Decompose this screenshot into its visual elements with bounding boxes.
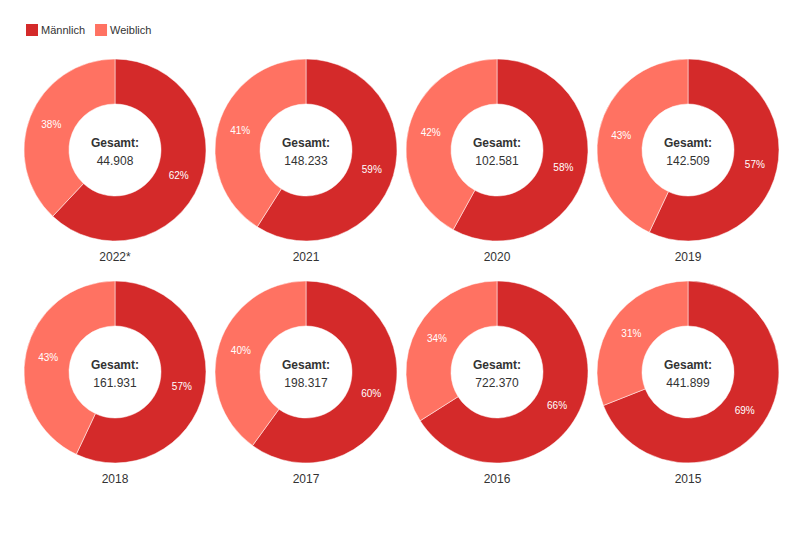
chart-title: 2022* xyxy=(99,250,131,264)
data-label: 43% xyxy=(611,130,631,141)
data-label: 60% xyxy=(361,388,381,399)
data-label: 31% xyxy=(621,328,641,339)
data-label: 42% xyxy=(421,127,441,138)
total-value: 102.581 xyxy=(475,154,519,168)
total-value: 198.317 xyxy=(284,376,328,390)
legend-label: Weiblich xyxy=(110,24,151,36)
legend-swatch xyxy=(26,24,38,36)
donut-slice: Weiblich xyxy=(406,281,497,421)
total-value: 441.899 xyxy=(666,376,710,390)
data-label: 66% xyxy=(547,400,567,411)
total-title: Gesamt: xyxy=(473,136,521,150)
total-title: Gesamt: xyxy=(282,136,330,150)
total-value: 44.908 xyxy=(97,154,134,168)
chart-title: 2018 xyxy=(102,472,129,486)
donut-chart: MännlichWeiblich62%38%Gesamt:44.9082022* xyxy=(24,59,206,264)
chart-canvas: Männlich Weiblich 62% 38% Gesamt: 44.908 2022*… xyxy=(0,0,800,534)
donut-chart: MännlichWeiblich69%31%Gesamt:441.8992015 xyxy=(597,281,779,486)
data-label: 41% xyxy=(230,125,250,136)
chart-title: 2015 xyxy=(675,472,702,486)
data-label: 59% xyxy=(362,164,382,175)
data-label: 40% xyxy=(231,345,251,356)
total-title: Gesamt: xyxy=(473,358,521,372)
total-value: 722.370 xyxy=(475,376,519,390)
chart-title: 2016 xyxy=(484,472,511,486)
legend-swatch xyxy=(95,24,107,36)
total-title: Gesamt: xyxy=(664,136,712,150)
chart-title: 2019 xyxy=(675,250,702,264)
data-label: 69% xyxy=(735,405,755,416)
total-title: Gesamt: xyxy=(91,358,139,372)
donut-chart: MännlichWeiblich57%43%Gesamt:142.5092019 xyxy=(597,59,779,264)
total-title: Gesamt: xyxy=(282,358,330,372)
legend: Männlich Weiblich xyxy=(26,24,151,36)
data-label: 57% xyxy=(745,159,765,170)
chart-title: 2017 xyxy=(293,472,320,486)
donut-chart: MännlichWeiblich57%43%Gesamt:161.9312018 xyxy=(24,281,206,486)
chart-title: 2020 xyxy=(484,250,511,264)
donut-chart: MännlichWeiblich59%41%Gesamt:148.2332021 xyxy=(215,59,397,264)
total-value: 142.509 xyxy=(666,154,710,168)
donut-chart: MännlichWeiblich60%40%Gesamt:198.3172017 xyxy=(215,281,397,486)
data-label: 34% xyxy=(427,333,447,344)
data-label: 43% xyxy=(38,352,58,363)
chart-title: 2021 xyxy=(293,250,320,264)
donut-chart: MännlichWeiblich58%42%Gesamt:102.5812020 xyxy=(406,59,588,264)
donut-chart: MännlichWeiblich66%34%Gesamt:722.3702016 xyxy=(406,281,588,486)
total-value: 161.931 xyxy=(93,376,137,390)
total-title: Gesamt: xyxy=(91,136,139,150)
total-value: 148.233 xyxy=(284,154,328,168)
data-label: 62% xyxy=(169,170,189,181)
data-label: 58% xyxy=(553,162,573,173)
total-title: Gesamt: xyxy=(664,358,712,372)
legend-label: Männlich xyxy=(41,24,85,36)
data-label: 38% xyxy=(41,119,61,130)
data-label: 57% xyxy=(172,381,192,392)
